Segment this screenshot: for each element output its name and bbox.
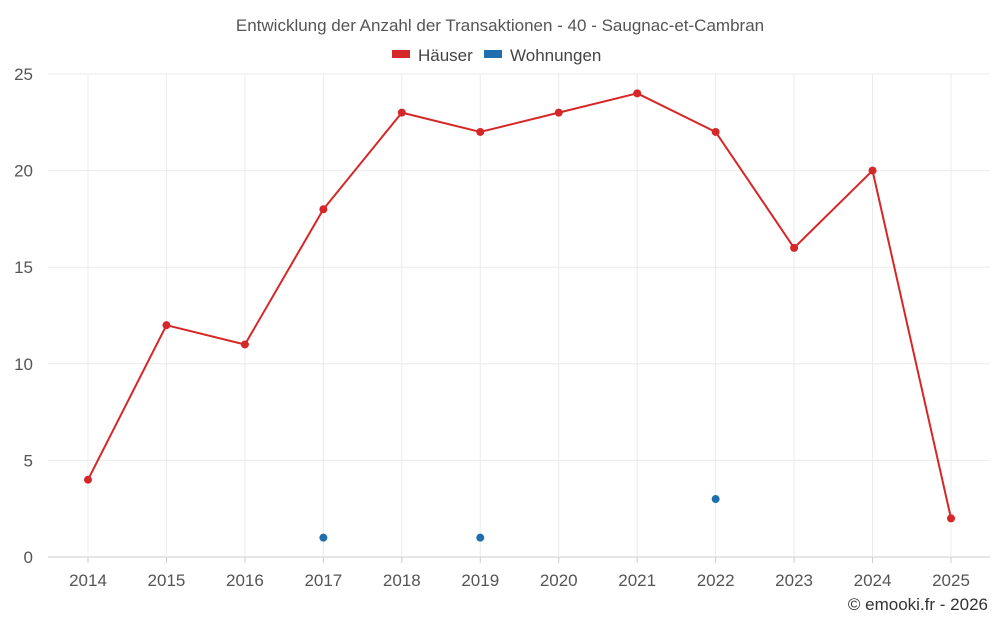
x-tick-label: 2022: [697, 571, 735, 590]
data-point-haeuser-2019[interactable]: [476, 127, 485, 136]
legend-swatch-haeuser: [392, 50, 410, 58]
x-tick-label: 2018: [383, 571, 421, 590]
x-gridlines: [87, 74, 952, 557]
x-tick-label: 2020: [540, 571, 578, 590]
data-point-haeuser-2017[interactable]: [319, 205, 328, 214]
x-tick-label: 2024: [854, 571, 892, 590]
data-point-haeuser-2022[interactable]: [711, 127, 720, 136]
data-point-haeuser-2025[interactable]: [947, 514, 955, 523]
data-point-wohnungen-2017[interactable]: [319, 533, 328, 542]
y-tick-label: 15: [14, 258, 33, 277]
x-tick-label: 2023: [775, 571, 813, 590]
data-point-haeuser-2014[interactable]: [84, 475, 92, 484]
data-point-haeuser-2016[interactable]: [240, 340, 249, 349]
legend-label-wohnungen[interactable]: Wohnungen: [510, 46, 601, 65]
data-point-haeuser-2023[interactable]: [790, 243, 799, 252]
credit-text: © emooki.fr - 2026: [848, 595, 988, 614]
series-layer: [84, 89, 955, 542]
y-tick-label: 5: [24, 451, 33, 470]
y-tick-label: 10: [14, 355, 33, 374]
chart-title: Entwicklung der Anzahl der Transaktionen…: [236, 16, 764, 35]
y-gridlines: [48, 73, 990, 558]
y-tick-label: 0: [24, 548, 33, 567]
x-axis-ticks: 2014 2015 2016 2017 2018 2019 2020 2021 2022 2023…: [69, 557, 970, 590]
series-line-haeuser: [87, 92, 952, 519]
legend-swatch-wohnungen: [484, 50, 502, 58]
legend: Häuser Wohnungen: [392, 46, 601, 65]
y-tick-label: 25: [14, 65, 33, 84]
x-tick-label: 2016: [226, 571, 264, 590]
data-point-wohnungen-2022[interactable]: [711, 495, 720, 504]
x-tick-label: 2014: [69, 571, 107, 590]
legend-label-haeuser[interactable]: Häuser: [418, 46, 473, 65]
x-tick-label: 2025: [932, 571, 970, 590]
data-point-haeuser-2024[interactable]: [868, 166, 877, 175]
data-point-haeuser-2021[interactable]: [633, 89, 642, 98]
data-point-haeuser-2018[interactable]: [397, 108, 406, 117]
x-tick-label: 2015: [148, 571, 186, 590]
x-tick-label: 2021: [618, 571, 656, 590]
y-tick-label: 20: [14, 162, 33, 181]
data-point-wohnungen-2019[interactable]: [476, 533, 485, 542]
x-tick-label: 2019: [461, 571, 499, 590]
data-point-haeuser-2015[interactable]: [162, 321, 171, 330]
data-point-haeuser-2020[interactable]: [554, 108, 563, 117]
x-tick-label: 2017: [304, 571, 342, 590]
y-axis-ticks: 0 5 10 15 20 25: [14, 65, 33, 567]
